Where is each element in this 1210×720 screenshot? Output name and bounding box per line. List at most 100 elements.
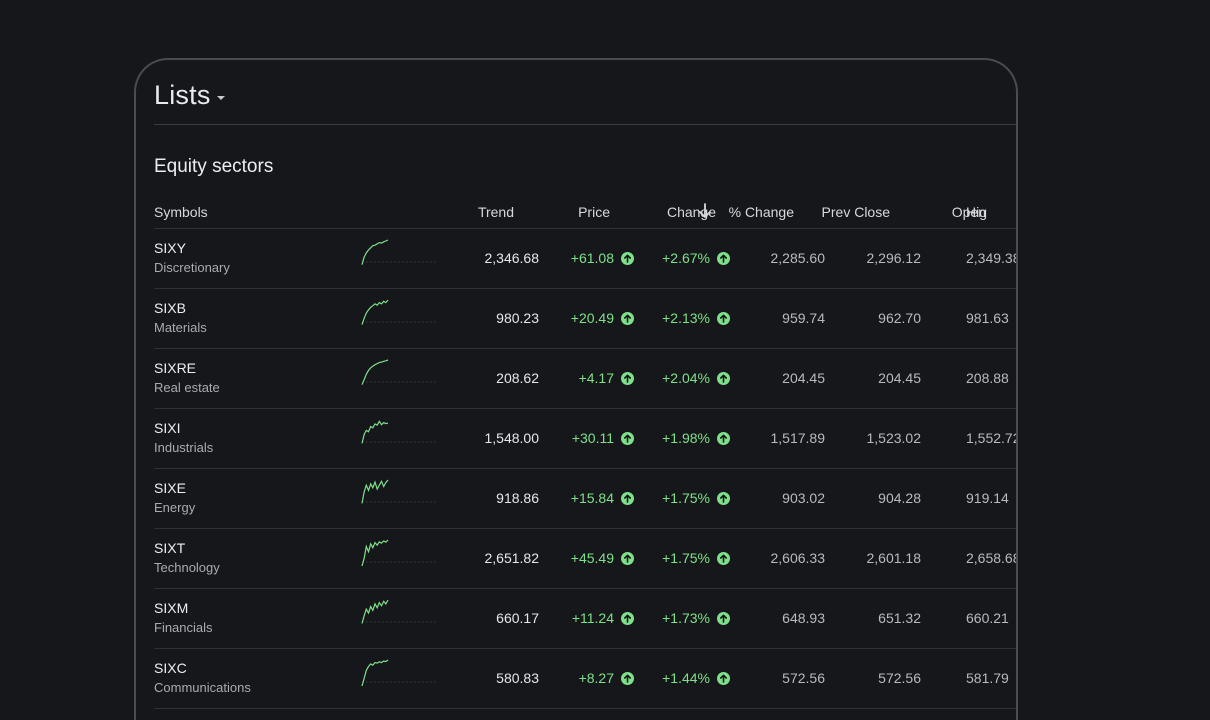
trend-sparkline [361, 299, 438, 325]
arrow-up-circle-icon [621, 611, 634, 625]
percent-change-text: +2.04% [662, 370, 710, 386]
table-row[interactable]: SIXB Materials 980.23 +20.49 +2.13% 959.74 962… [154, 289, 1016, 349]
symbol-code: SIXY [154, 240, 186, 256]
price-value: 1,548.00 [484, 430, 540, 446]
change-text: +20.49 [570, 310, 614, 326]
percent-change-value: +1.44% [662, 670, 730, 686]
trend-sparkline [361, 359, 438, 385]
percent-change-value: +2.67% [662, 250, 730, 266]
open-value: 1,523.02 [866, 430, 922, 446]
change-value: +20.49 [571, 310, 634, 326]
change-text: +61.08 [570, 250, 614, 266]
column-percent-change[interactable]: % Change [728, 204, 794, 220]
open-value: 651.32 [878, 610, 921, 626]
symbol-code: SIXE [154, 480, 186, 496]
arrow-up-circle-icon [621, 551, 634, 565]
trend-sparkline [361, 659, 438, 687]
open-value: 2,601.18 [866, 550, 922, 566]
change-text: +15.84 [570, 490, 614, 506]
column-high[interactable]: Hig [966, 204, 988, 220]
sparkline-line [361, 359, 389, 385]
sparkline-line [361, 420, 389, 444]
lists-title: Lists [154, 80, 211, 110]
change-text: +8.27 [578, 670, 614, 686]
percent-change-value: +2.04% [662, 370, 730, 386]
arrow-up-circle-icon [621, 251, 634, 265]
table-body: SIXY Discretionary 2,346.68 +61.08 +2.67% 2,2… [154, 229, 1018, 709]
percent-change-text: +1.75% [662, 490, 710, 506]
price-value: 2,346.68 [484, 250, 540, 266]
percent-change-value: +2.13% [662, 310, 730, 326]
arrow-up-circle-icon [621, 491, 634, 505]
trend-sparkline [361, 539, 438, 567]
change-value: +4.17 [579, 370, 634, 386]
symbol-name: Real estate [154, 380, 220, 395]
change-value: +15.84 [571, 490, 634, 506]
percent-change-value: +1.73% [662, 610, 730, 626]
change-value: +61.08 [571, 250, 634, 266]
high-value: 2,349.38 [966, 250, 1018, 266]
price-value: 980.23 [496, 310, 539, 326]
column-trend[interactable]: Trend [477, 204, 514, 220]
table-row[interactable]: SIXY Discretionary 2,346.68 +61.08 +2.67% 2,2… [154, 229, 1018, 289]
sector-table: Symbols Trend Price Change % Change Prev… [154, 196, 1018, 709]
change-value: +30.11 [572, 430, 634, 446]
change-text: +4.17 [578, 370, 614, 386]
trend-sparkline [361, 599, 438, 624]
arrow-up-circle-icon [717, 371, 730, 385]
table-row[interactable]: SIXC Communications 580.83 +8.27 +1.44% 572.5… [154, 649, 1016, 709]
symbol-name: Communications [154, 680, 251, 695]
prev-close-value: 1,517.89 [770, 430, 826, 446]
percent-change-value: +1.75% [662, 550, 730, 566]
symbol-name: Materials [154, 320, 207, 335]
sparkline-line [361, 239, 389, 265]
symbol-code: SIXB [154, 300, 186, 316]
high-value: 660.21 [966, 610, 1009, 626]
sparkline-line [361, 479, 389, 504]
header-divider [154, 124, 1016, 125]
symbol-code: SIXI [154, 420, 181, 436]
change-value: +45.49 [571, 550, 634, 566]
open-value: 2,296.12 [866, 250, 922, 266]
table-row[interactable]: SIXT Technology 2,651.82 +45.49 +1.75% 2,606.… [154, 529, 1016, 589]
price-value: 580.83 [496, 670, 539, 686]
prev-close-value: 572.56 [782, 670, 825, 686]
change-text: +30.11 [571, 430, 614, 446]
arrow-up-circle-icon [717, 311, 730, 325]
percent-change-text: +1.44% [662, 670, 710, 686]
price-value: 208.62 [496, 370, 539, 386]
percent-change-value: +1.98% [662, 430, 730, 446]
table-row[interactable]: SIXE Energy 918.86 +15.84 +1.75% 903.02 904.28… [154, 469, 1016, 529]
column-symbols[interactable]: Symbols [154, 204, 208, 220]
symbol-code: SIXRE [154, 360, 197, 376]
sparkline-line [361, 599, 389, 624]
percent-change-text: +2.67% [662, 250, 710, 266]
arrow-up-circle-icon [621, 671, 634, 685]
symbol-name: Technology [154, 560, 220, 575]
symbol-name: Industrials [154, 440, 214, 455]
table-row[interactable]: SIXM Financials 660.17 +11.24 +1.73% 648.93 65… [154, 589, 1016, 649]
high-value: 208.88 [966, 370, 1009, 386]
price-value: 660.17 [496, 610, 539, 626]
trend-sparkline [361, 239, 438, 265]
lists-dropdown[interactable]: Lists [154, 80, 225, 111]
high-value: 981.63 [966, 310, 1009, 326]
arrow-up-circle-icon [717, 551, 730, 565]
caret-down-icon [216, 95, 225, 100]
prev-close-value: 959.74 [782, 310, 825, 326]
high-value: 581.79 [966, 670, 1009, 686]
column-prev-close[interactable]: Prev Close [821, 204, 890, 220]
change-value: +11.24 [572, 610, 634, 626]
arrow-down-icon[interactable] [698, 203, 712, 219]
column-price[interactable]: Price [578, 204, 610, 220]
open-value: 904.28 [878, 490, 921, 506]
price-value: 918.86 [496, 490, 539, 506]
high-value: 919.14 [966, 490, 1009, 506]
column-open[interactable]: Open [951, 204, 986, 220]
table-row[interactable]: SIXI Industrials 1,548.00 +30.11 +1.98% 1,517… [154, 409, 1016, 469]
table-row[interactable]: SIXRE Real estate 208.62 +4.17 +2.04% 204.45 2… [154, 349, 1016, 409]
percent-change-text: +1.98% [662, 430, 710, 446]
watchlist-panel: Lists Equity sectors Symbols Trend Price… [134, 58, 1018, 720]
percent-change-value: +1.75% [662, 490, 730, 506]
open-value: 572.56 [878, 670, 921, 686]
